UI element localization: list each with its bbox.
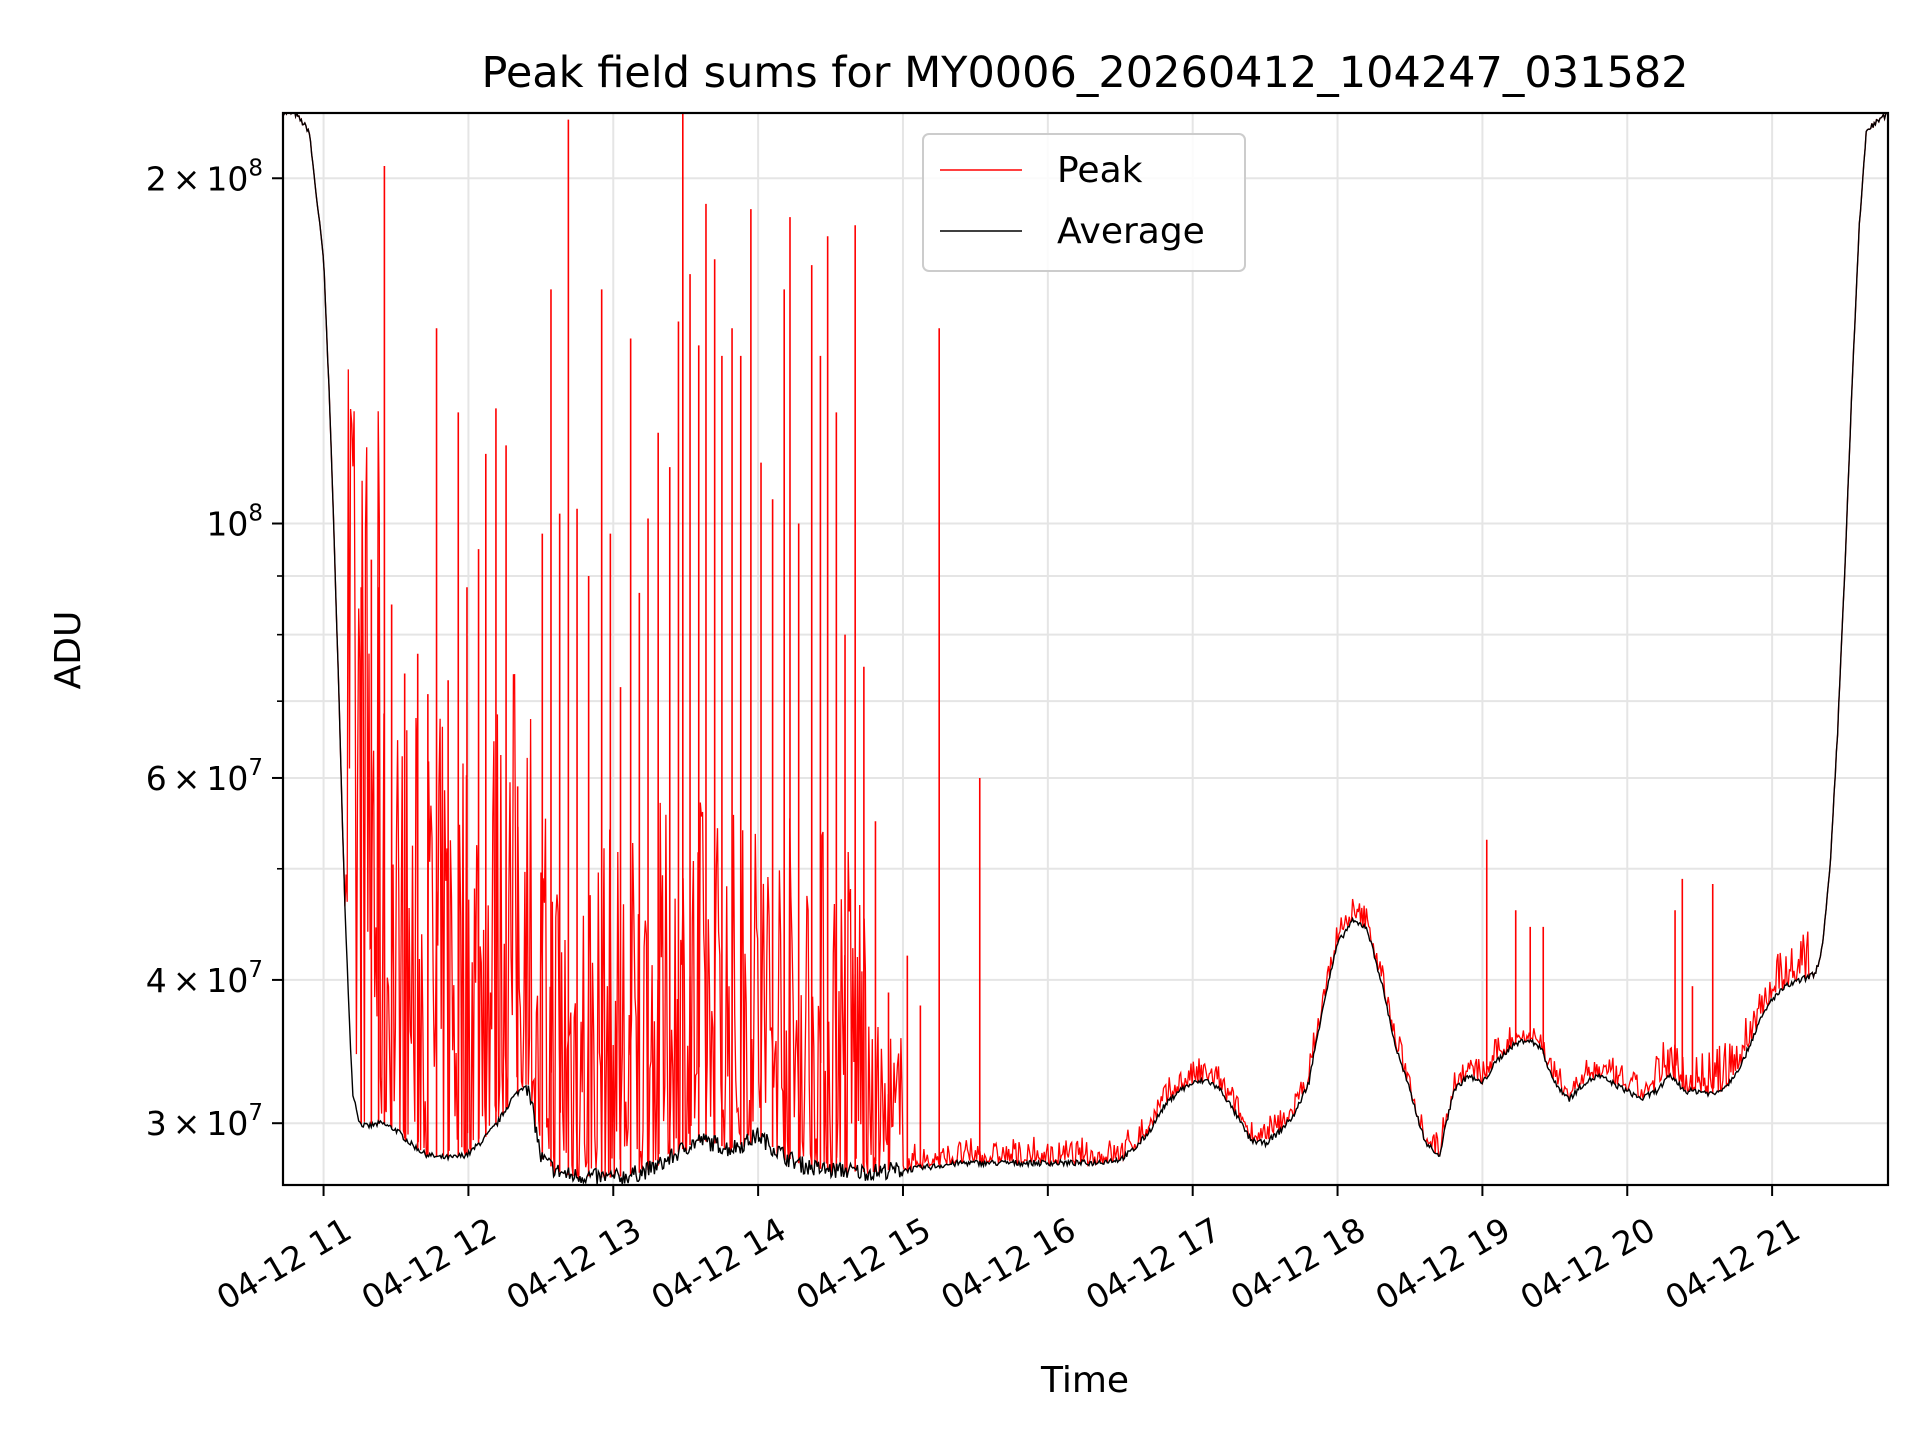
average-series-line — [283, 113, 1887, 1185]
legend-average-label: Average — [1057, 211, 1205, 252]
legend-peak-label: Peak — [1057, 150, 1143, 191]
y-tick-label: 6 × 107 — [146, 755, 263, 798]
x-axis-title: Time — [1040, 1360, 1129, 1401]
legend-box — [922, 133, 1246, 272]
y-tick-label: 2 × 108 — [146, 155, 263, 198]
series-layer — [283, 113, 1887, 1185]
y-tick-label: 3 × 107 — [146, 1100, 263, 1143]
chart-title: Peak field sums for MY0006_20260412_1042… — [481, 48, 1688, 98]
y-axis-title: ADU — [48, 611, 89, 690]
grid-lines — [283, 113, 1888, 1185]
legend: Peak Average — [922, 133, 1246, 272]
y-tick-label: 4 × 107 — [146, 957, 263, 1000]
y-tick-label: 108 — [206, 501, 263, 544]
plot-frame — [281, 111, 1890, 1187]
y-axis: 3 × 107 4 × 107 6 × 107 108 2 × 108 — [146, 155, 283, 1143]
